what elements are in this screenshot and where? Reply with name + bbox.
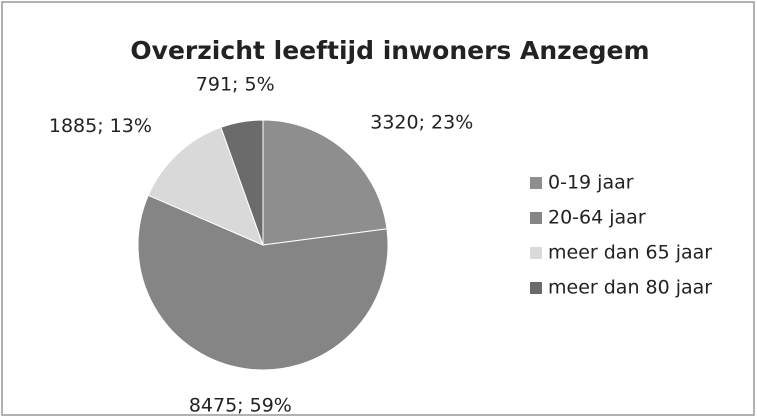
- data-label: 8475; 59%: [189, 394, 292, 416]
- pie-slice: [220, 119, 264, 246]
- data-label: 791; 5%: [196, 73, 275, 95]
- legend-label: 0-19 jaar: [548, 172, 634, 194]
- legend-swatch: [530, 282, 542, 294]
- pie-slice: [147, 126, 264, 246]
- pie-slice: [137, 194, 389, 371]
- legend-swatch: [530, 177, 542, 189]
- chart-title: Overzicht leeftijd inwoners Anzegem: [130, 36, 649, 65]
- legend-label: 20-64 jaar: [548, 207, 646, 229]
- legend-label: meer dan 80 jaar: [548, 277, 712, 299]
- data-label: 3320; 23%: [370, 111, 473, 133]
- data-label: 1885; 13%: [49, 115, 152, 137]
- legend-label: meer dan 65 jaar: [548, 242, 712, 264]
- pie-slice: [262, 119, 388, 246]
- legend-swatch: [530, 247, 542, 259]
- legend-swatch: [530, 212, 542, 224]
